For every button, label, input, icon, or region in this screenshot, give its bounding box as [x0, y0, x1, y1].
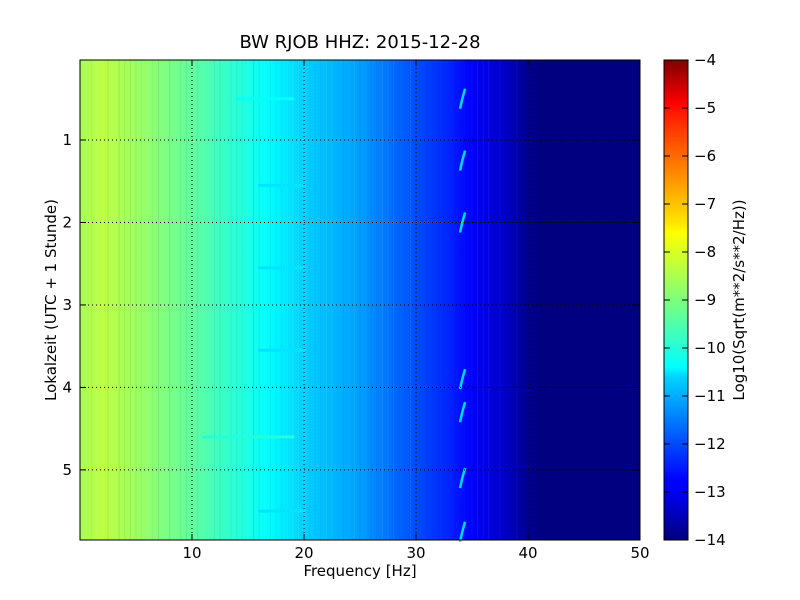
x-tick-label: 30	[406, 544, 425, 562]
tonal-line-segment	[458, 401, 467, 423]
colorbar-tick-label: −5	[694, 99, 716, 117]
y-tick-label: 4	[62, 378, 72, 396]
grid-lines	[80, 60, 640, 540]
colorbar-tick-label: −9	[694, 291, 716, 309]
y-tick-label: 5	[62, 461, 72, 479]
tonal-line-segment	[458, 150, 467, 171]
tonal-line-segment	[458, 88, 467, 110]
x-tick-label: 10	[182, 544, 201, 562]
x-axis-ticks: 10 20 30 40 50	[182, 60, 650, 562]
colorbar-tick-label: −6	[694, 147, 716, 165]
colorbar-tick-label: −11	[694, 387, 726, 405]
colorbar-tick-label: −10	[694, 339, 726, 357]
colorbar-tick-label: −7	[694, 195, 716, 213]
colorbar-tick-label: −14	[694, 531, 726, 549]
colorbar-tick-label: −8	[694, 243, 716, 261]
y-tick-label: 2	[62, 213, 72, 231]
x-tick-label: 50	[630, 544, 649, 562]
tonal-line-segment	[458, 212, 467, 233]
colorbar-tick-label: −4	[694, 51, 716, 69]
y-axis-ticks: 1 2 3 4 5	[62, 131, 640, 479]
x-axis-label: Frequency [Hz]	[303, 562, 416, 580]
y-axis-label: Lokalzeit (UTC + 1 Stunde)	[42, 199, 60, 401]
chart-title: BW RJOB HHZ: 2015-12-28	[239, 32, 480, 53]
y-tick-label: 1	[62, 131, 72, 149]
x-tick-label: 20	[294, 544, 313, 562]
colorbar-label: Log10(Sqrt(m**2/s**2/Hz))	[730, 199, 748, 400]
colorbar-ticks: −4 −5 −6 −7 −8 −9 −10 −11 −12 −13 −14	[664, 51, 726, 549]
plot-frame	[79, 59, 641, 541]
colorbar-tick-label: −13	[694, 483, 726, 501]
y-tick-label: 3	[62, 296, 72, 314]
x-tick-label: 40	[518, 544, 537, 562]
colorbar-tick-label: −12	[694, 435, 726, 453]
